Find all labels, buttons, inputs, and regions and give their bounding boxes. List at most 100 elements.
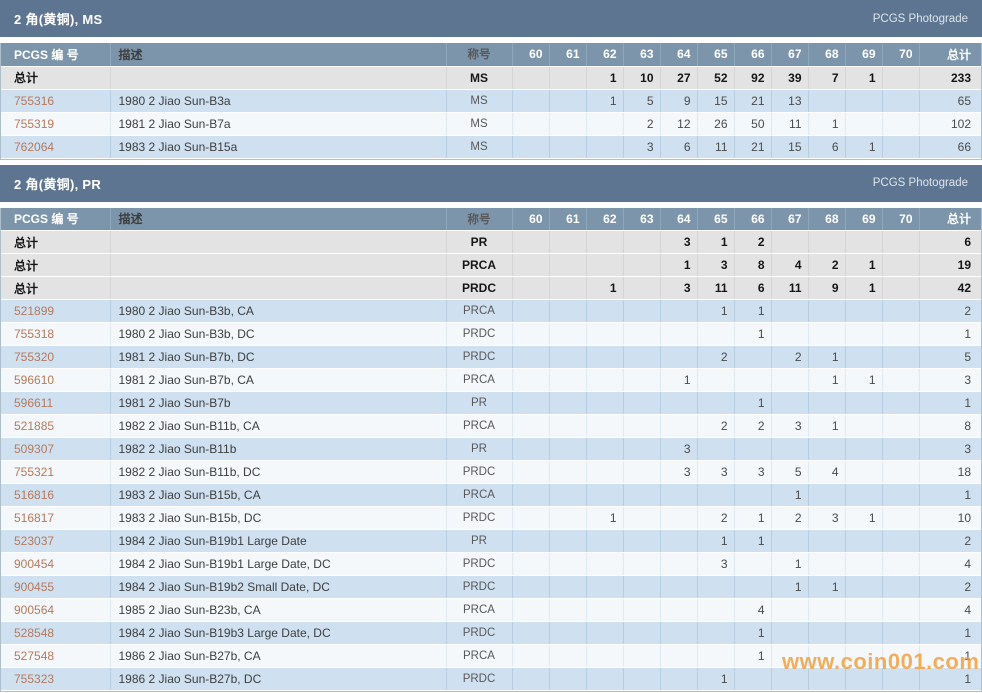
grade-count-cell [586,598,624,622]
grade-count-cell: 26 [697,112,735,136]
grade-count-cell: 92 [734,66,772,90]
pcgs-number-link[interactable]: 755318 [1,322,111,346]
grade-count-cell [623,552,661,576]
pcgs-number-link[interactable]: 755319 [1,112,111,136]
coin-data-row: 596611 1981 2 Jiao Sun-B7b PR 1 1 [1,391,981,415]
grade-count-cell [512,506,550,530]
grade-count-cell: 4 [808,460,846,484]
coin-description: 1980 2 Jiao Sun-B3a [110,89,447,113]
grade-count-cell [660,575,698,599]
total-count-cell: 1 [919,621,981,645]
grade-count-cell [808,299,846,323]
grade-count-cell [882,66,920,90]
total-count-cell: 18 [919,460,981,484]
grade-count-cell: 1 [734,391,772,415]
designation-cell: MS [446,66,513,90]
grade-count-cell [734,552,772,576]
column-header-grade: 60 [512,43,550,67]
pcgs-number-link[interactable]: 755320 [1,345,111,369]
grade-count-cell: 3 [660,437,698,461]
grade-count-cell [660,299,698,323]
pcgs-number-link[interactable]: 523037 [1,529,111,553]
pcgs-number-link[interactable]: 521885 [1,414,111,438]
grade-count-cell: 3 [697,460,735,484]
designation-cell: PRCA [446,414,513,438]
grade-count-cell: 21 [734,89,772,113]
grade-count-cell: 1 [808,368,846,392]
coin-description: 1985 2 Jiao Sun-B23b, CA [110,598,447,622]
grade-count-cell [512,368,550,392]
grade-count-cell [549,135,587,159]
pcgs-number-link[interactable]: 596610 [1,368,111,392]
grade-count-cell [623,483,661,507]
grade-count-cell: 1 [734,644,772,668]
pcgs-number-link[interactable]: 516817 [1,506,111,530]
totals-row: 总计 PRCA 1 3 8 4 2 1 19 [1,253,981,277]
grade-count-cell [845,414,883,438]
column-header-designation: 称号 [446,43,513,67]
grade-count-cell [771,644,809,668]
grade-count-cell [623,253,661,277]
pcgs-number-link[interactable]: 762064 [1,135,111,159]
pcgs-number-link[interactable]: 521899 [1,299,111,323]
grade-count-cell: 13 [771,89,809,113]
grade-count-cell: 15 [771,135,809,159]
grade-count-cell [549,437,587,461]
grade-count-cell [623,644,661,668]
description-cell [110,66,447,90]
pcgs-number-link[interactable]: 755316 [1,89,111,113]
pcgs-number-link[interactable]: 900564 [1,598,111,622]
grade-count-cell [845,644,883,668]
column-header-grade: 62 [586,43,624,67]
grade-count-cell [771,299,809,323]
grade-count-cell: 8 [734,253,772,277]
grade-count-cell: 3 [660,230,698,254]
coin-description: 1984 2 Jiao Sun-B19b1 Large Date [110,529,447,553]
grade-count-cell [586,483,624,507]
pcgs-number-link[interactable]: 900455 [1,575,111,599]
photograde-link[interactable]: PCGS Photograde [872,177,968,189]
column-header-grade: 64 [660,43,698,67]
population-table: PCGS 编 号描述 称号 60 61 62 63 64 65 66 67 68 69 70 总计 总计 MS… [1,43,981,159]
grade-count-cell [586,414,624,438]
coin-data-row: 900455 1984 2 Jiao Sun-B19b2 Small Date, … [1,575,981,599]
grade-count-cell [586,112,624,136]
grade-count-cell [586,253,624,277]
total-count-cell: 65 [919,89,981,113]
grade-count-cell: 2 [623,112,661,136]
grade-count-cell [845,345,883,369]
grade-count-cell [512,299,550,323]
grade-count-cell: 9 [660,89,698,113]
pcgs-number-link[interactable]: 509307 [1,437,111,461]
description-cell [110,230,447,254]
grade-count-cell: 1 [808,414,846,438]
grade-count-cell [660,644,698,668]
grade-count-cell [845,483,883,507]
grade-count-cell [771,322,809,346]
column-header-grade: 68 [808,207,846,231]
designation-cell: PRCA [446,368,513,392]
pcgs-number-link[interactable]: 755321 [1,460,111,484]
pcgs-number-link[interactable]: 755323 [1,667,111,691]
grade-count-cell [549,621,587,645]
grade-count-cell: 1 [697,667,735,691]
section-title: 2 角(黄铜), MS [14,12,103,27]
column-header-grade: 70 [882,207,920,231]
column-header-grade: 63 [623,207,661,231]
coin-description: 1983 2 Jiao Sun-B15b, DC [110,506,447,530]
pcgs-number-link[interactable]: 516816 [1,483,111,507]
designation-cell: PRCA [446,644,513,668]
grade-count-cell [734,437,772,461]
designation-cell: PRDC [446,575,513,599]
photograde-link[interactable]: PCGS Photograde [872,12,968,25]
pcgs-number-link[interactable]: 527548 [1,644,111,668]
grade-count-cell [623,322,661,346]
grade-count-cell: 3 [660,460,698,484]
pcgs-number-link[interactable]: 900454 [1,552,111,576]
pcgs-number-link[interactable]: 596611 [1,391,111,415]
grade-count-cell [771,598,809,622]
pcgs-number-link[interactable]: 528548 [1,621,111,645]
grade-count-cell: 1 [845,506,883,530]
grade-count-cell: 2 [734,414,772,438]
